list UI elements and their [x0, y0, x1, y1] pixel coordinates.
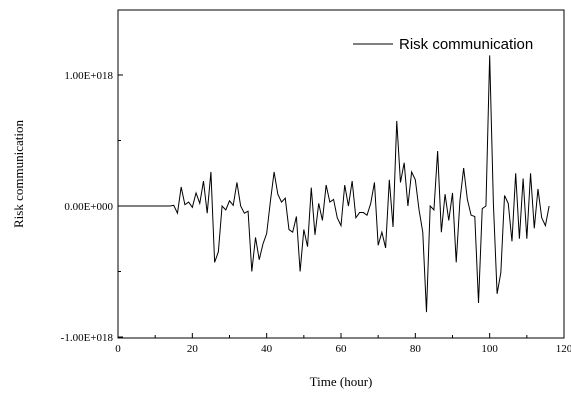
- y-tick-label: 0.00E+000: [64, 201, 113, 213]
- x-tick-label: 20: [187, 343, 199, 355]
- x-tick-label: 80: [410, 343, 422, 355]
- y-axis-title: Risk communication: [11, 120, 26, 228]
- legend: Risk communication: [353, 36, 533, 53]
- x-tick-label: 100: [481, 343, 498, 355]
- x-tick-label: 60: [336, 343, 348, 355]
- series-layer: [118, 55, 550, 313]
- x-tick-label: 120: [556, 343, 571, 355]
- x-tick-label: 40: [261, 343, 273, 355]
- legend-label: Risk communication: [399, 36, 533, 53]
- series-line-risk-communication: [118, 55, 550, 313]
- y-tick-label: 1.00E+018: [64, 70, 113, 82]
- x-tick-label: 0: [115, 343, 121, 355]
- x-axis-title: Time (hour): [310, 374, 373, 389]
- y-tick-label: -1.00E+018: [61, 332, 114, 344]
- axis-ticks: 0 20 40 60 80 100 120 -1.00E+018 0.00E+000 1.00E+…: [61, 70, 571, 355]
